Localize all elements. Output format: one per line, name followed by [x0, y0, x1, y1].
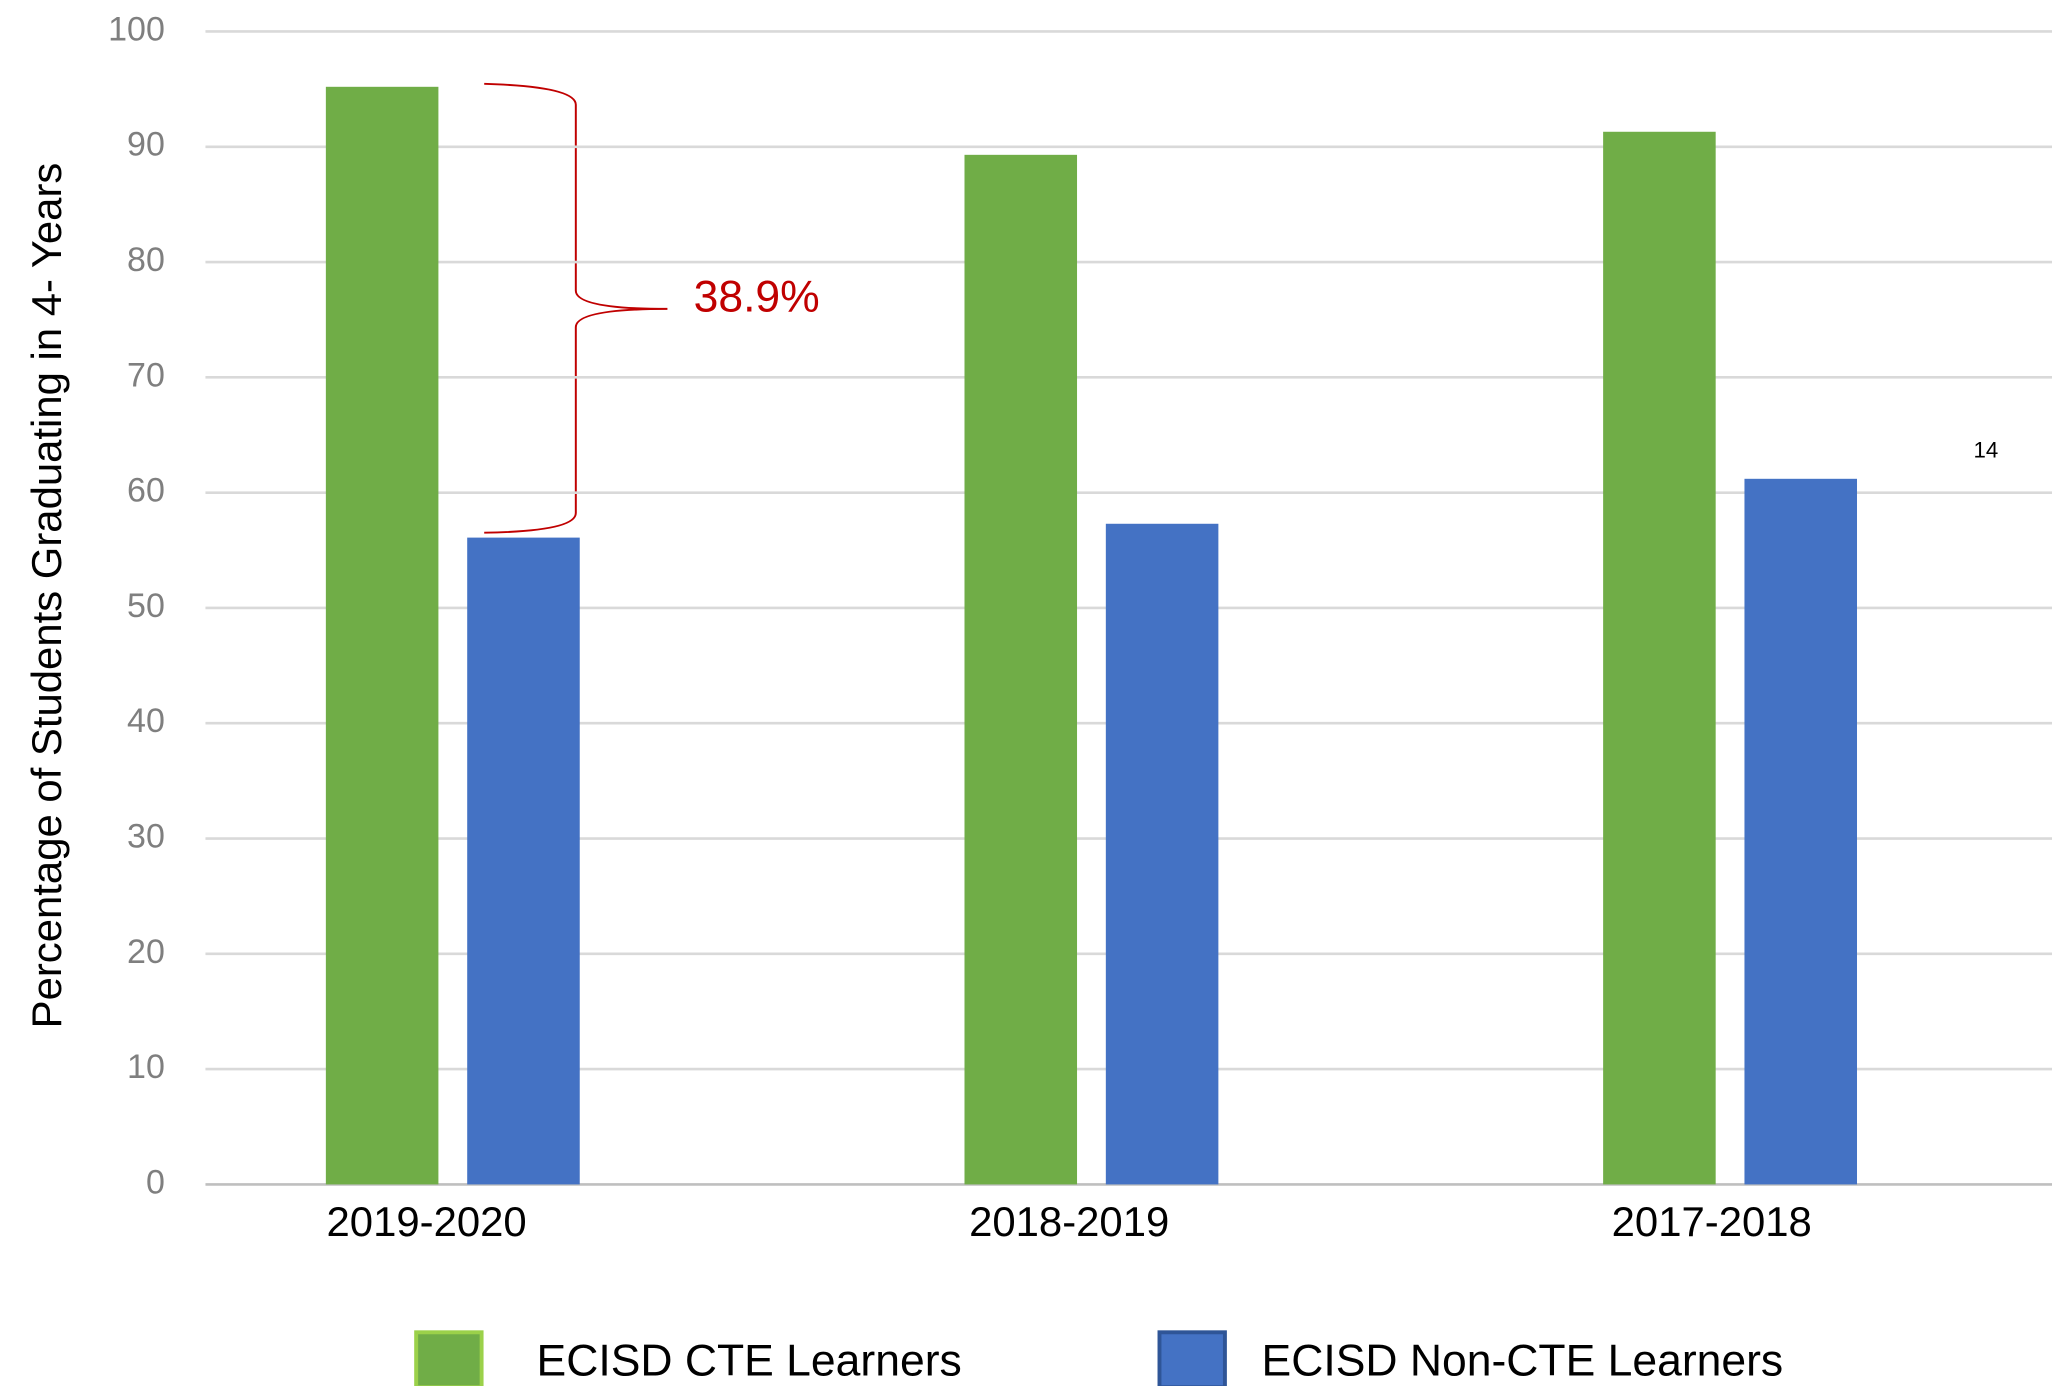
x-tick-label: 2019-2020: [327, 1198, 527, 1245]
y-tick-label: 80: [127, 241, 165, 279]
legend-label: ECISD CTE Learners: [537, 1336, 962, 1385]
brace: [484, 82, 668, 534]
page-number: 14: [1973, 437, 1998, 462]
annotation: 38.9%: [694, 272, 820, 321]
y-tick-label: 100: [108, 10, 165, 48]
y-tick-label: 20: [127, 933, 165, 971]
x-tick-label: 2017-2018: [1612, 1198, 1812, 1245]
y-tick-label: 60: [127, 472, 165, 510]
legend: ECISD CTE Learners ECISD Non-CTE Learners: [414, 1330, 1784, 1390]
y-tick-label: 0: [146, 1163, 165, 1201]
legend-swatch: [414, 1330, 484, 1390]
y-tick-label: 50: [127, 587, 165, 625]
y-tick-label: 70: [127, 356, 165, 394]
y-tick-label: 30: [127, 818, 165, 856]
y-tick-label: 90: [127, 126, 165, 164]
y-tick-label: 10: [127, 1048, 165, 1086]
y-axis-label: Percentage of Students Graduating in 4- …: [23, 163, 70, 1029]
bars: 2019-2020 2018-2019 2017-2018: [325, 86, 1858, 1245]
bar: [467, 537, 580, 1185]
legend-label: ECISD Non-CTE Learners: [1262, 1336, 1784, 1385]
legend-swatch: [1157, 1330, 1227, 1390]
bar: [1105, 523, 1219, 1185]
bar: [1744, 478, 1858, 1185]
y-tick-label: 40: [127, 702, 165, 740]
x-tick-label: 2018-2019: [969, 1198, 1169, 1245]
bar: [1603, 131, 1716, 1185]
bar: [964, 154, 1078, 1185]
bar: [325, 86, 439, 1185]
